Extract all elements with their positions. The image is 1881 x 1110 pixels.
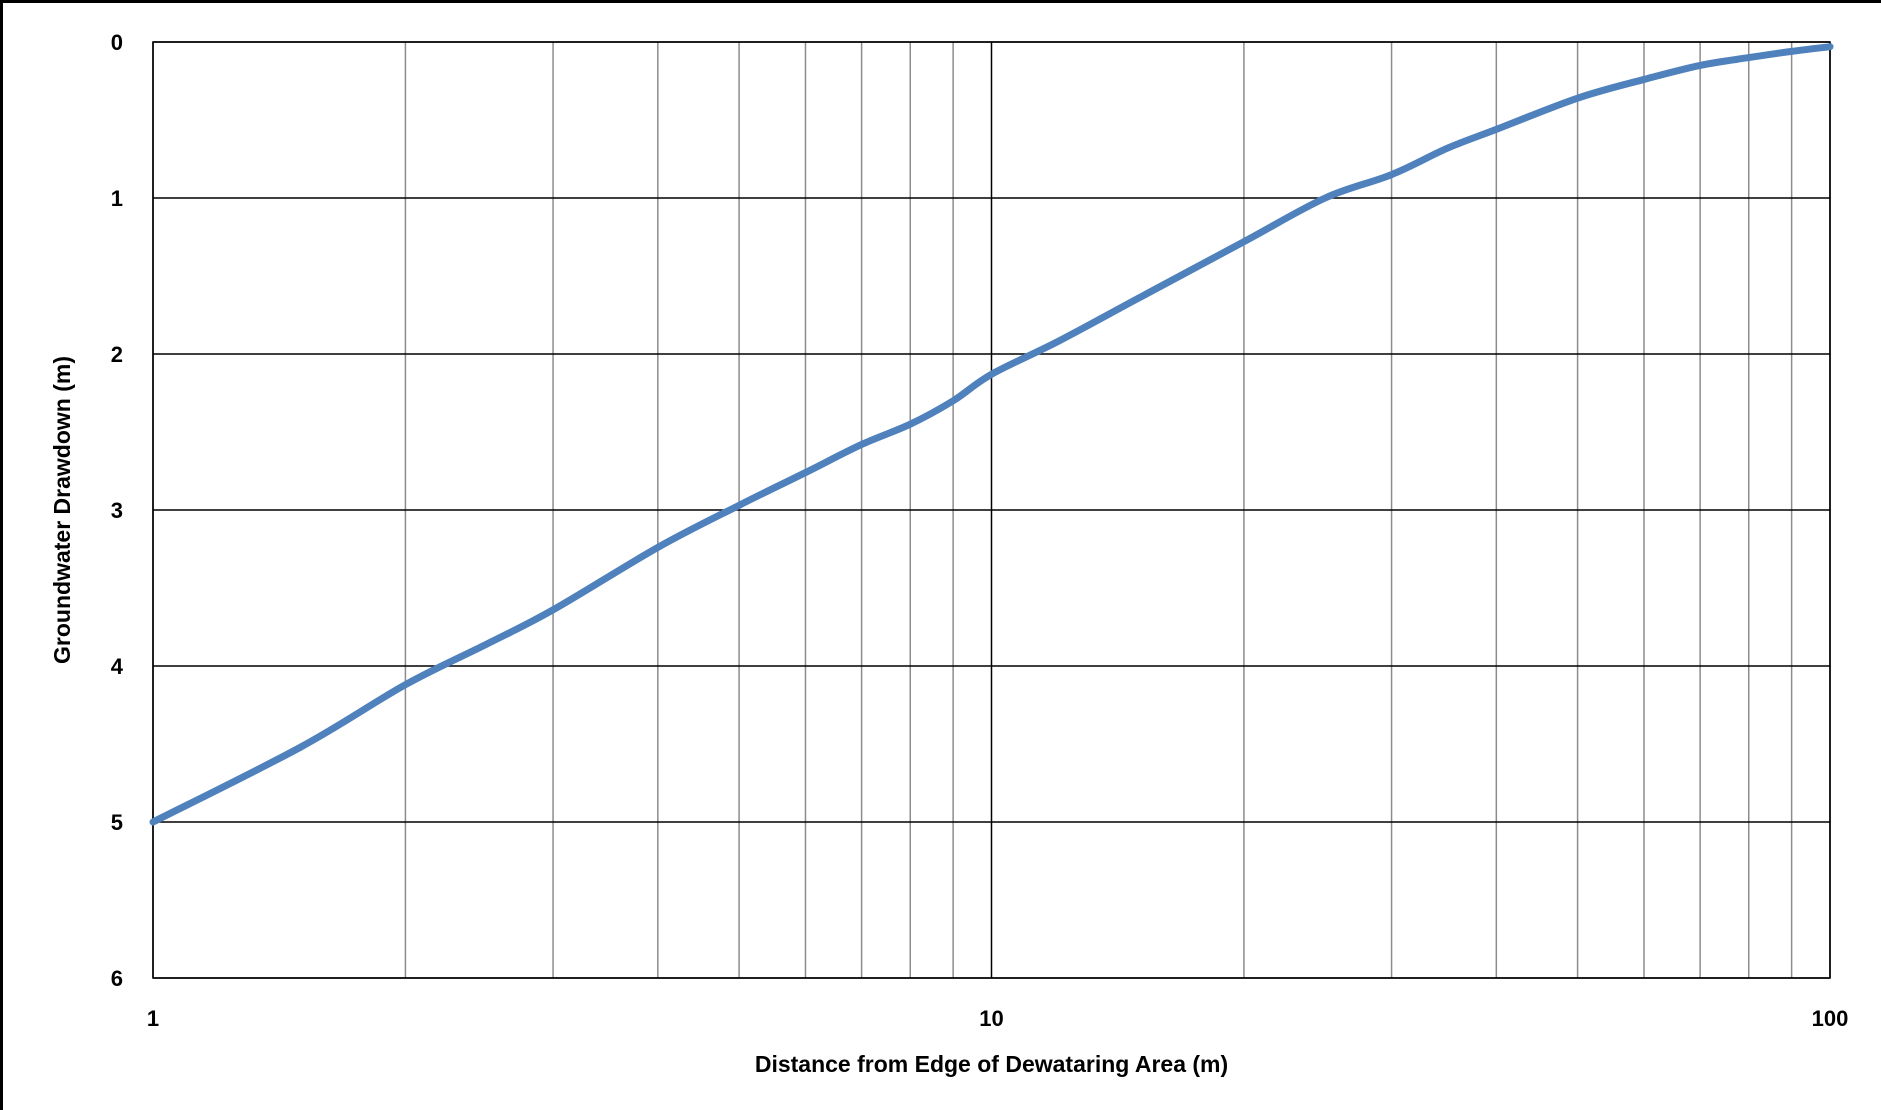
x-tick-label: 10	[979, 1006, 1003, 1031]
drawdown-series-line	[149, 43, 1834, 826]
y-tick-label: 5	[111, 810, 123, 835]
y-tick-label: 6	[111, 966, 123, 991]
x-axis-title: Distance from Edge of Dewataring Area (m…	[755, 1051, 1228, 1077]
plot-area	[152, 41, 1831, 979]
x-tick-labels: 1 10 100	[147, 1006, 1848, 1031]
y-tick-label: 2	[111, 342, 123, 367]
y-tick-label: 4	[111, 654, 124, 679]
x-tick-label: 100	[1812, 1006, 1849, 1031]
x-tick-label: 1	[147, 1006, 159, 1031]
plot-border	[152, 41, 1831, 979]
y-tick-label: 3	[111, 498, 123, 523]
y-tick-label: 1	[111, 186, 123, 211]
y-axis-title: Groundwater Drawdown (m)	[49, 356, 75, 664]
series-layer	[149, 43, 1834, 826]
y-tick-labels: 0 1 2 3 4 5 6	[111, 30, 124, 991]
major-gridlines	[152, 41, 1831, 979]
y-tick-label: 0	[111, 30, 123, 55]
